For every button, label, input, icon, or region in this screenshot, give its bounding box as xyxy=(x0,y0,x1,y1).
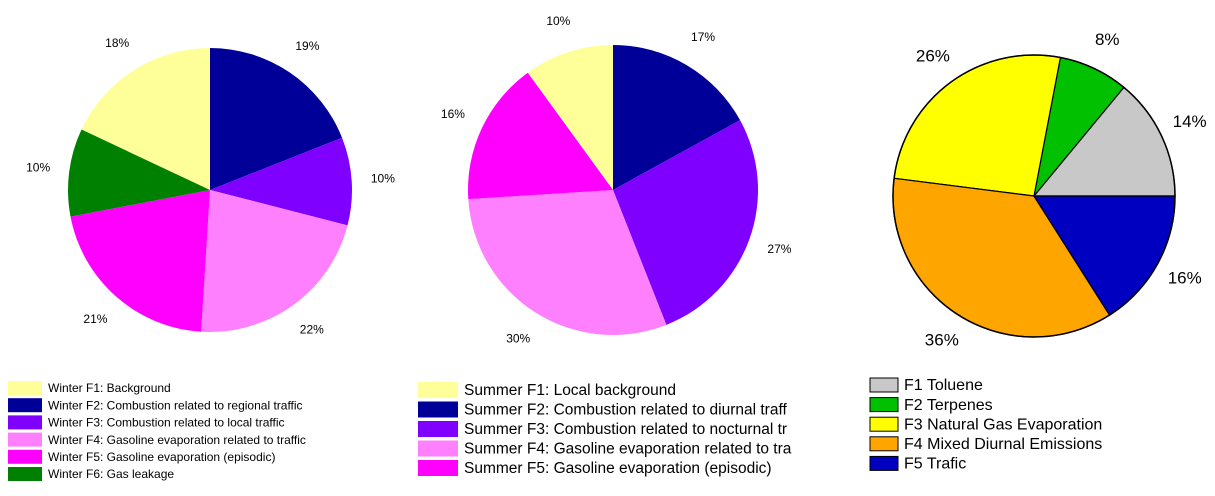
legend-swatch xyxy=(418,440,458,457)
slice-label: 10% xyxy=(26,160,50,174)
pie-slice xyxy=(468,72,613,200)
legend-label: Summer F4: Gasoline evaporation related … xyxy=(464,441,792,458)
pie-slice xyxy=(201,190,348,332)
slice-label: 17% xyxy=(691,30,715,44)
legend-swatch xyxy=(418,460,458,476)
pie-outline xyxy=(892,54,1176,338)
pie-slice xyxy=(70,190,210,332)
pie-slice xyxy=(68,129,211,217)
pie-slice xyxy=(527,45,613,190)
legend-swatch xyxy=(418,421,458,437)
legend-swatch xyxy=(8,398,42,413)
slice-label: 36% xyxy=(925,331,959,350)
legend-label: Winter F1: Background xyxy=(48,381,171,395)
pie-slice xyxy=(613,120,758,325)
legend-swatch xyxy=(869,416,899,432)
pie-slice xyxy=(893,54,1062,197)
legend-label: Summer F3: Combustion related to nocturn… xyxy=(464,421,787,438)
legend-swatch xyxy=(8,449,42,464)
legend-label: Summer F2: Combustion related to diurnal… xyxy=(464,402,787,419)
pie-slice xyxy=(468,190,667,335)
legend-swatch xyxy=(8,381,42,395)
slice-label: 10% xyxy=(371,171,395,185)
legend-label: Winter F5: Gasoline evaporation (episodi… xyxy=(48,450,275,464)
legend-swatch xyxy=(8,467,42,481)
legend-swatch xyxy=(8,432,42,447)
legend-swatch xyxy=(869,455,899,471)
pie-slice xyxy=(210,48,343,190)
legend-label: Winter F2: Combustion related to regiona… xyxy=(48,398,303,412)
pie-slice xyxy=(613,45,741,190)
legend-label: F4 Mixed Diurnal Emissions xyxy=(904,436,1102,453)
pie-slice xyxy=(210,137,353,226)
legend-label: Winter F4: Gasoline evaporation related … xyxy=(48,433,306,447)
slice-label: 19% xyxy=(295,39,319,53)
slice-label: 30% xyxy=(506,332,530,346)
legend-label: F5 Trafic xyxy=(904,456,966,473)
legend-swatch xyxy=(869,377,899,393)
legend-label: Summer F1: Local background xyxy=(464,382,676,399)
slice-label: 16% xyxy=(1168,268,1202,287)
legend-label: Winter F3: Combustion related to local t… xyxy=(48,416,285,430)
legend-label: F3 Natural Gas Evaporation xyxy=(904,416,1102,433)
slice-label: 21% xyxy=(83,312,107,326)
slice-label: 26% xyxy=(916,46,950,65)
slice-label: 18% xyxy=(105,36,129,50)
legend-label: F2 Terpenes xyxy=(904,397,993,414)
legend-label: Summer F5: Gasoline evaporation (episodi… xyxy=(464,460,772,477)
legend-swatch xyxy=(418,382,458,398)
slice-label: 16% xyxy=(441,107,465,121)
legend-swatch xyxy=(869,436,899,452)
slice-label: 22% xyxy=(300,322,324,336)
legend-swatch xyxy=(418,401,458,418)
legend-swatch xyxy=(869,397,899,413)
slice-label: 27% xyxy=(767,242,791,256)
legend-label: F1 Toluene xyxy=(904,377,983,394)
slice-label: 8% xyxy=(1095,30,1120,49)
slice-label: 10% xyxy=(546,14,570,28)
pie-slice xyxy=(81,48,210,190)
legend-swatch xyxy=(8,415,42,430)
slice-label: 14% xyxy=(1173,112,1207,131)
legend-label: Winter F6: Gas leakage xyxy=(48,467,174,481)
